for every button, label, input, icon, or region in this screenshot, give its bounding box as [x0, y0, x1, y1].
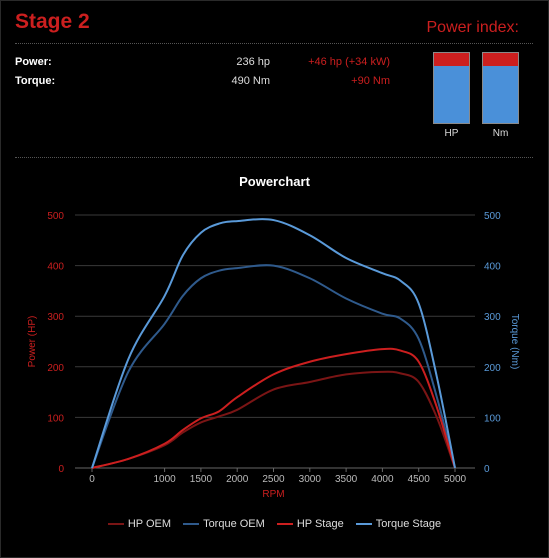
legend-label: HP Stage [296, 518, 344, 530]
y-tick-label-left: 200 [47, 363, 64, 374]
y-tick-label-left: 0 [58, 464, 64, 475]
x-tick-label: 5000 [444, 474, 467, 485]
spec-value: 490 Nm [231, 75, 270, 87]
spec-gain: +46 hp (+34 kW) [308, 56, 390, 68]
chart-legend: HP OEM Torque OEM HP Stage Torque Stage [0, 517, 549, 531]
stage-title: Stage 2 [15, 10, 90, 33]
power-index-label-nm: Nm [492, 128, 509, 139]
spec-label: Power: [15, 56, 52, 68]
spec-row-torque: Torque: 490 Nm +90 Nm [15, 75, 395, 91]
y-axis-label-left: Power (HP) [27, 316, 38, 368]
y-tick-label-right: 400 [484, 262, 501, 273]
x-tick-label: 3500 [335, 474, 358, 485]
y-axis-label-right: Torque (Nm) [509, 314, 520, 370]
legend-swatch [183, 523, 200, 525]
spec-value: 236 hp [236, 56, 270, 68]
spec-label: Torque: [15, 75, 56, 87]
x-axis-label: RPM [262, 489, 284, 500]
x-tick-label: 1000 [153, 474, 176, 485]
x-tick-label: 2000 [226, 474, 249, 485]
legend-label: Torque Stage [375, 518, 442, 530]
power-index-gain-segment [483, 53, 518, 66]
legend-swatch [107, 523, 124, 525]
legend-swatch [355, 523, 372, 525]
y-tick-label-right: 0 [484, 464, 490, 475]
y-tick-label-left: 100 [47, 413, 64, 424]
legend-item[interactable]: HP Stage [276, 517, 344, 531]
chart-title: Powerchart [239, 174, 310, 189]
spec-row-power: Power: 236 hp +46 hp (+34 kW) [15, 56, 395, 72]
y-tick-label-left: 500 [47, 211, 64, 222]
y-tick-label-left: 400 [47, 262, 64, 273]
series-line-torque-oem [91, 264, 456, 469]
y-tick-label-right: 300 [484, 312, 501, 323]
legend-item[interactable]: Torque Stage [355, 517, 442, 531]
y-tick-label-right: 200 [484, 363, 501, 374]
y-tick-label-left: 300 [47, 312, 64, 323]
legend-item[interactable]: Torque OEM [183, 517, 265, 531]
legend-item[interactable]: HP OEM [107, 517, 172, 531]
y-tick-label-right: 100 [484, 413, 501, 424]
power-index-bar-hp [433, 52, 470, 124]
x-tick-label: 0 [89, 474, 95, 485]
x-tick-label: 1500 [190, 474, 213, 485]
legend-label: Torque OEM [203, 518, 265, 530]
legend-swatch [276, 523, 293, 525]
legend-label: HP OEM [127, 518, 172, 530]
x-tick-label: 3000 [299, 474, 322, 485]
y-tick-label-right: 500 [484, 211, 501, 222]
spec-gain: +90 Nm [351, 75, 390, 87]
power-index-bar-nm [482, 52, 519, 124]
top-divider [15, 43, 533, 44]
power-index-title: Power index: [426, 19, 520, 36]
series-line-hp-stage [91, 347, 456, 469]
x-tick-label: 4500 [408, 474, 431, 485]
series-line-torque-stage [91, 218, 456, 469]
middle-divider [15, 157, 533, 158]
power-index-gain-segment [434, 53, 469, 67]
x-tick-label: 2500 [262, 474, 285, 485]
series-line-hp-oem [91, 370, 456, 469]
x-tick-label: 4000 [371, 474, 394, 485]
power-index-label-hp: HP [444, 128, 459, 139]
